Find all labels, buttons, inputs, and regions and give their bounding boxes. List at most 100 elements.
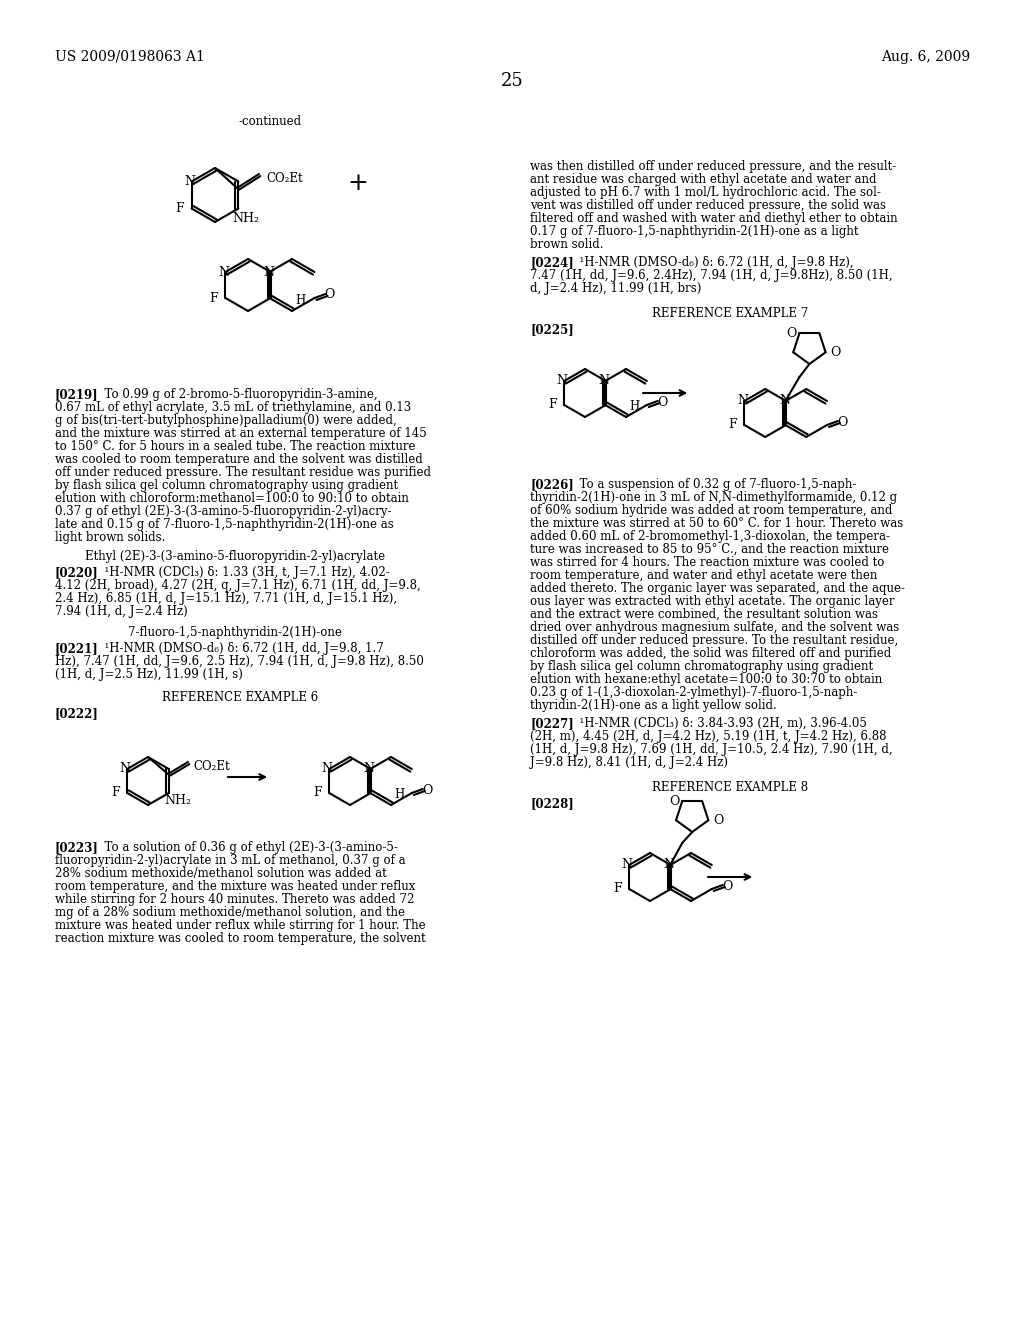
Text: ¹H-NMR (DMSO-d₆) δ: 6.72 (1H, dd, J=9.8, 1.7: ¹H-NMR (DMSO-d₆) δ: 6.72 (1H, dd, J=9.8,… — [97, 642, 384, 655]
Text: O: O — [830, 346, 841, 359]
Text: was stirred for 4 hours. The reaction mixture was cooled to: was stirred for 4 hours. The reaction mi… — [530, 556, 885, 569]
Text: d, J=2.4 Hz), 11.99 (1H, brs): d, J=2.4 Hz), 11.99 (1H, brs) — [530, 282, 701, 294]
Text: g of bis(tri-tert-butylphosphine)palladium(0) were added,: g of bis(tri-tert-butylphosphine)palladi… — [55, 414, 396, 426]
Text: N: N — [263, 265, 274, 279]
Text: REFERENCE EXAMPLE 7: REFERENCE EXAMPLE 7 — [652, 308, 808, 319]
Text: filtered off and washed with water and diethyl ether to obtain: filtered off and washed with water and d… — [530, 213, 898, 224]
Text: added thereto. The organic layer was separated, and the aque-: added thereto. The organic layer was sep… — [530, 582, 905, 595]
Text: [0223]: [0223] — [55, 841, 99, 854]
Text: and the extract were combined, the resultant solution was: and the extract were combined, the resul… — [530, 609, 878, 620]
Text: J=9.8 Hz), 8.41 (1H, d, J=2.4 Hz): J=9.8 Hz), 8.41 (1H, d, J=2.4 Hz) — [530, 756, 728, 770]
Text: 28% sodium methoxide/methanol solution was added at: 28% sodium methoxide/methanol solution w… — [55, 867, 387, 880]
Text: fluoropyridin-2-yl)acrylate in 3 mL of methanol, 0.37 g of a: fluoropyridin-2-yl)acrylate in 3 mL of m… — [55, 854, 406, 867]
Text: elution with chloroform:methanol=100:0 to 90:10 to obtain: elution with chloroform:methanol=100:0 t… — [55, 492, 409, 506]
Text: room temperature, and the mixture was heated under reflux: room temperature, and the mixture was he… — [55, 880, 416, 894]
Text: ¹H-NMR (DMSO-d₆) δ: 6.72 (1H, d, J=9.8 Hz),: ¹H-NMR (DMSO-d₆) δ: 6.72 (1H, d, J=9.8 H… — [572, 256, 854, 269]
Text: (1H, d, J=2.5 Hz), 11.99 (1H, s): (1H, d, J=2.5 Hz), 11.99 (1H, s) — [55, 668, 243, 681]
Text: [0225]: [0225] — [530, 323, 573, 337]
Text: 4.12 (2H, broad), 4.27 (2H, q, J=7.1 Hz), 6.71 (1H, dd, J=9.8,: 4.12 (2H, broad), 4.27 (2H, q, J=7.1 Hz)… — [55, 579, 421, 591]
Text: F: F — [313, 787, 322, 800]
Text: F: F — [548, 399, 556, 412]
Text: light brown solids.: light brown solids. — [55, 531, 165, 544]
Text: reaction mixture was cooled to room temperature, the solvent: reaction mixture was cooled to room temp… — [55, 932, 426, 945]
Text: [0227]: [0227] — [530, 717, 573, 730]
Text: 25: 25 — [501, 73, 523, 90]
Text: N: N — [599, 375, 609, 388]
Text: N: N — [622, 858, 633, 871]
Text: thyridin-2(1H)-one in 3 mL of N,N-dimethylformamide, 0.12 g: thyridin-2(1H)-one in 3 mL of N,N-dimeth… — [530, 491, 897, 504]
Text: F: F — [111, 787, 120, 800]
Text: ous layer was extracted with ethyl acetate. The organic layer: ous layer was extracted with ethyl aceta… — [530, 595, 895, 609]
Text: NH₂: NH₂ — [164, 795, 191, 808]
Text: REFERENCE EXAMPLE 8: REFERENCE EXAMPLE 8 — [652, 781, 808, 795]
Text: [0224]: [0224] — [530, 256, 573, 269]
Text: N: N — [120, 763, 131, 776]
Text: N: N — [218, 265, 229, 279]
Text: F: F — [613, 883, 622, 895]
Text: 7.47 (1H, dd, J=9.6, 2.4Hz), 7.94 (1H, d, J=9.8Hz), 8.50 (1H,: 7.47 (1H, dd, J=9.6, 2.4Hz), 7.94 (1H, d… — [530, 269, 893, 282]
Text: N: N — [737, 395, 748, 408]
Text: +: + — [347, 172, 369, 194]
Text: O: O — [722, 879, 732, 892]
Text: [0226]: [0226] — [530, 478, 573, 491]
Text: added 0.60 mL of 2-bromomethyl-1,3-dioxolan, the tempera-: added 0.60 mL of 2-bromomethyl-1,3-dioxo… — [530, 531, 890, 543]
Text: off under reduced pressure. The resultant residue was purified: off under reduced pressure. The resultan… — [55, 466, 431, 479]
Text: F: F — [728, 418, 736, 432]
Text: 2.4 Hz), 6.85 (1H, d, J=15.1 Hz), 7.71 (1H, d, J=15.1 Hz),: 2.4 Hz), 6.85 (1H, d, J=15.1 Hz), 7.71 (… — [55, 591, 397, 605]
Text: [0219]: [0219] — [55, 388, 98, 401]
Text: [0222]: [0222] — [55, 708, 99, 719]
Text: was cooled to room temperature and the solvent was distilled: was cooled to room temperature and the s… — [55, 453, 423, 466]
Text: To a suspension of 0.32 g of 7-fluoro-1,5-naph-: To a suspension of 0.32 g of 7-fluoro-1,… — [572, 478, 856, 491]
Text: F: F — [209, 292, 218, 305]
Text: brown solid.: brown solid. — [530, 238, 603, 251]
Text: Aug. 6, 2009: Aug. 6, 2009 — [881, 50, 970, 63]
Text: was then distilled off under reduced pressure, and the result-: was then distilled off under reduced pre… — [530, 160, 896, 173]
Text: by flash silica gel column chromatography using gradient: by flash silica gel column chromatograph… — [530, 660, 873, 673]
Text: the mixture was stirred at 50 to 60° C. for 1 hour. Thereto was: the mixture was stirred at 50 to 60° C. … — [530, 517, 903, 531]
Text: US 2009/0198063 A1: US 2009/0198063 A1 — [55, 50, 205, 63]
Text: vent was distilled off under reduced pressure, the solid was: vent was distilled off under reduced pre… — [530, 199, 886, 213]
Text: To 0.99 g of 2-bromo-5-fluoropyridin-3-amine,: To 0.99 g of 2-bromo-5-fluoropyridin-3-a… — [97, 388, 378, 401]
Text: dried over anhydrous magnesium sulfate, and the solvent was: dried over anhydrous magnesium sulfate, … — [530, 620, 899, 634]
Text: mixture was heated under reflux while stirring for 1 hour. The: mixture was heated under reflux while st… — [55, 919, 426, 932]
Text: ¹H-NMR (CDCl₃) δ: 3.84-3.93 (2H, m), 3.96-4.05: ¹H-NMR (CDCl₃) δ: 3.84-3.93 (2H, m), 3.9… — [572, 717, 867, 730]
Text: late and 0.15 g of 7-fluoro-1,5-naphthyridin-2(1H)-one as: late and 0.15 g of 7-fluoro-1,5-naphthyr… — [55, 517, 394, 531]
Text: Hz), 7.47 (1H, dd, J=9.6, 2.5 Hz), 7.94 (1H, d, J=9.8 Hz), 8.50: Hz), 7.47 (1H, dd, J=9.6, 2.5 Hz), 7.94 … — [55, 655, 424, 668]
Text: N: N — [322, 763, 333, 776]
Text: 0.37 g of ethyl (2E)-3-(3-amino-5-fluoropyridin-2-yl)acry-: 0.37 g of ethyl (2E)-3-(3-amino-5-fluoro… — [55, 506, 391, 517]
Text: O: O — [837, 416, 848, 429]
Text: H: H — [295, 294, 305, 308]
Text: CO₂Et: CO₂Et — [193, 760, 229, 774]
Text: O: O — [422, 784, 432, 796]
Text: [0228]: [0228] — [530, 797, 573, 810]
Text: ture was increased to 85 to 95° C., and the reaction mixture: ture was increased to 85 to 95° C., and … — [530, 543, 889, 556]
Text: ¹H-NMR (CDCl₃) δ: 1.33 (3H, t, J=7.1 Hz), 4.02-: ¹H-NMR (CDCl₃) δ: 1.33 (3H, t, J=7.1 Hz)… — [97, 566, 390, 579]
Text: H: H — [394, 788, 404, 801]
Text: N: N — [364, 763, 375, 776]
Text: (1H, d, J=9.8 Hz), 7.69 (1H, dd, J=10.5, 2.4 Hz), 7.90 (1H, d,: (1H, d, J=9.8 Hz), 7.69 (1H, dd, J=10.5,… — [530, 743, 893, 756]
Text: mg of a 28% sodium methoxide/methanol solution, and the: mg of a 28% sodium methoxide/methanol so… — [55, 906, 406, 919]
Text: 0.17 g of 7-fluoro-1,5-naphthyridin-2(1H)-one as a light: 0.17 g of 7-fluoro-1,5-naphthyridin-2(1H… — [530, 224, 858, 238]
Text: -continued: -continued — [239, 115, 301, 128]
Text: elution with hexane:ethyl acetate=100:0 to 30:70 to obtain: elution with hexane:ethyl acetate=100:0 … — [530, 673, 883, 686]
Text: 7.94 (1H, d, J=2.4 Hz): 7.94 (1H, d, J=2.4 Hz) — [55, 605, 187, 618]
Text: and the mixture was stirred at an external temperature of 145: and the mixture was stirred at an extern… — [55, 426, 427, 440]
Text: O: O — [325, 289, 335, 301]
Text: To a solution of 0.36 g of ethyl (2E)-3-(3-amino-5-: To a solution of 0.36 g of ethyl (2E)-3-… — [97, 841, 398, 854]
Text: 0.67 mL of ethyl acrylate, 3.5 mL of triethylamine, and 0.13: 0.67 mL of ethyl acrylate, 3.5 mL of tri… — [55, 401, 412, 414]
Text: ant residue was charged with ethyl acetate and water and: ant residue was charged with ethyl aceta… — [530, 173, 877, 186]
Text: H: H — [629, 400, 639, 413]
Text: [0221]: [0221] — [55, 642, 98, 655]
Text: chloroform was added, the solid was filtered off and purified: chloroform was added, the solid was filt… — [530, 647, 891, 660]
Text: N: N — [664, 858, 675, 871]
Text: while stirring for 2 hours 40 minutes. Thereto was added 72: while stirring for 2 hours 40 minutes. T… — [55, 894, 415, 906]
Text: REFERENCE EXAMPLE 6: REFERENCE EXAMPLE 6 — [162, 690, 318, 704]
Text: CO₂Et: CO₂Et — [266, 173, 303, 186]
Text: adjusted to pH 6.7 with 1 mol/L hydrochloric acid. The sol-: adjusted to pH 6.7 with 1 mol/L hydrochl… — [530, 186, 881, 199]
Text: NH₂: NH₂ — [232, 211, 259, 224]
Text: distilled off under reduced pressure. To the resultant residue,: distilled off under reduced pressure. To… — [530, 634, 898, 647]
Text: Ethyl (2E)-3-(3-amino-5-fluoropyridin-2-yl)acrylate: Ethyl (2E)-3-(3-amino-5-fluoropyridin-2-… — [85, 550, 385, 564]
Text: by flash silica gel column chromatography using gradient: by flash silica gel column chromatograph… — [55, 479, 398, 492]
Text: [0220]: [0220] — [55, 566, 98, 579]
Text: O: O — [670, 795, 680, 808]
